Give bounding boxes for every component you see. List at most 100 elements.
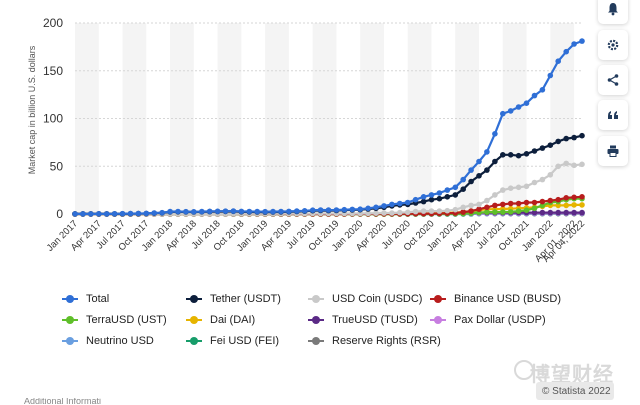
data-point[interactable]: [507, 108, 514, 114]
data-point[interactable]: [500, 209, 506, 215]
data-point[interactable]: [309, 207, 316, 213]
data-point[interactable]: [476, 206, 482, 212]
data-point[interactable]: [238, 208, 245, 215]
legend-item[interactable]: Total: [62, 293, 109, 305]
data-point[interactable]: [515, 208, 522, 214]
data-point[interactable]: [507, 185, 514, 191]
data-point[interactable]: [349, 206, 356, 213]
data-point[interactable]: [119, 210, 126, 217]
data-point[interactable]: [460, 186, 467, 192]
data-point[interactable]: [531, 92, 538, 99]
data-point[interactable]: [412, 196, 419, 203]
data-point[interactable]: [571, 162, 577, 169]
legend-item[interactable]: Reserve Rights (RSR): [308, 335, 441, 347]
legend-item[interactable]: TerraUSD (UST): [62, 314, 167, 326]
data-point[interactable]: [127, 210, 134, 217]
data-point[interactable]: [191, 209, 197, 215]
cite-button[interactable]: [598, 100, 628, 130]
data-point[interactable]: [404, 199, 411, 206]
data-point[interactable]: [492, 202, 498, 209]
data-point[interactable]: [539, 209, 546, 216]
data-point[interactable]: [492, 209, 498, 215]
data-point[interactable]: [444, 207, 451, 214]
data-point[interactable]: [515, 184, 522, 191]
data-point[interactable]: [214, 208, 221, 215]
data-point[interactable]: [428, 196, 435, 203]
data-point[interactable]: [317, 207, 324, 213]
data-point[interactable]: [373, 204, 379, 211]
data-point[interactable]: [547, 197, 554, 204]
data-point[interactable]: [547, 172, 554, 178]
legend-item[interactable]: TrueUSD (TUSD): [308, 314, 418, 326]
data-point[interactable]: [428, 192, 435, 198]
data-point[interactable]: [484, 149, 490, 155]
data-point[interactable]: [436, 190, 443, 196]
data-point[interactable]: [151, 210, 157, 216]
data-point[interactable]: [492, 192, 498, 198]
data-point[interactable]: [547, 72, 554, 79]
data-point[interactable]: [420, 208, 427, 214]
data-point[interactable]: [571, 209, 577, 216]
data-point[interactable]: [468, 167, 474, 173]
legend-item[interactable]: Pax Dollar (USDP): [430, 314, 546, 326]
data-point[interactable]: [301, 208, 308, 214]
data-point[interactable]: [563, 202, 569, 209]
data-point[interactable]: [555, 58, 561, 64]
data-point[interactable]: [571, 41, 577, 47]
data-point[interactable]: [500, 201, 506, 208]
data-point[interactable]: [555, 209, 561, 216]
data-point[interactable]: [579, 161, 585, 168]
data-point[interactable]: [373, 210, 379, 216]
data-point[interactable]: [333, 207, 340, 213]
data-point[interactable]: [420, 194, 427, 200]
data-point[interactable]: [492, 131, 498, 137]
data-point[interactable]: [539, 145, 546, 151]
share-button[interactable]: [598, 65, 628, 95]
data-point[interactable]: [563, 160, 569, 167]
data-point[interactable]: [325, 207, 332, 213]
data-point[interactable]: [539, 87, 546, 93]
data-point[interactable]: [476, 201, 482, 208]
data-point[interactable]: [341, 206, 348, 213]
data-point[interactable]: [167, 208, 173, 215]
data-point[interactable]: [389, 210, 395, 216]
data-point[interactable]: [531, 205, 538, 212]
notification-bell-button[interactable]: [598, 0, 628, 24]
data-point[interactable]: [397, 209, 403, 216]
data-point[interactable]: [444, 194, 451, 200]
data-point[interactable]: [555, 163, 561, 170]
data-point[interactable]: [460, 176, 467, 183]
data-point[interactable]: [436, 195, 443, 202]
legend-item[interactable]: Neutrino USD: [62, 335, 154, 347]
data-point[interactable]: [468, 208, 474, 214]
data-point[interactable]: [515, 152, 522, 159]
data-point[interactable]: [389, 201, 395, 208]
settings-button[interactable]: [598, 30, 628, 60]
data-point[interactable]: [539, 198, 546, 205]
data-point[interactable]: [199, 208, 205, 215]
data-point[interactable]: [555, 138, 561, 145]
data-point[interactable]: [507, 209, 514, 215]
data-point[interactable]: [88, 211, 94, 217]
data-point[interactable]: [507, 200, 514, 207]
data-point[interactable]: [412, 208, 419, 215]
statista-credit[interactable]: © Statista 2022: [542, 386, 611, 397]
data-point[interactable]: [452, 184, 459, 191]
data-point[interactable]: [579, 202, 585, 208]
data-point[interactable]: [523, 100, 530, 106]
data-point[interactable]: [579, 194, 585, 200]
data-point[interactable]: [460, 204, 467, 211]
data-point[interactable]: [444, 187, 451, 193]
data-point[interactable]: [381, 210, 387, 216]
data-point[interactable]: [500, 152, 506, 158]
data-point[interactable]: [484, 167, 490, 173]
data-point[interactable]: [246, 208, 253, 215]
data-point[interactable]: [523, 183, 530, 190]
data-point[interactable]: [452, 192, 459, 198]
data-point[interactable]: [143, 210, 150, 217]
data-point[interactable]: [159, 209, 165, 216]
data-point[interactable]: [365, 205, 371, 212]
legend-item[interactable]: USD Coin (USDC): [308, 293, 422, 305]
data-point[interactable]: [222, 208, 229, 214]
additional-information-link[interactable]: Additional Informati: [24, 398, 102, 405]
